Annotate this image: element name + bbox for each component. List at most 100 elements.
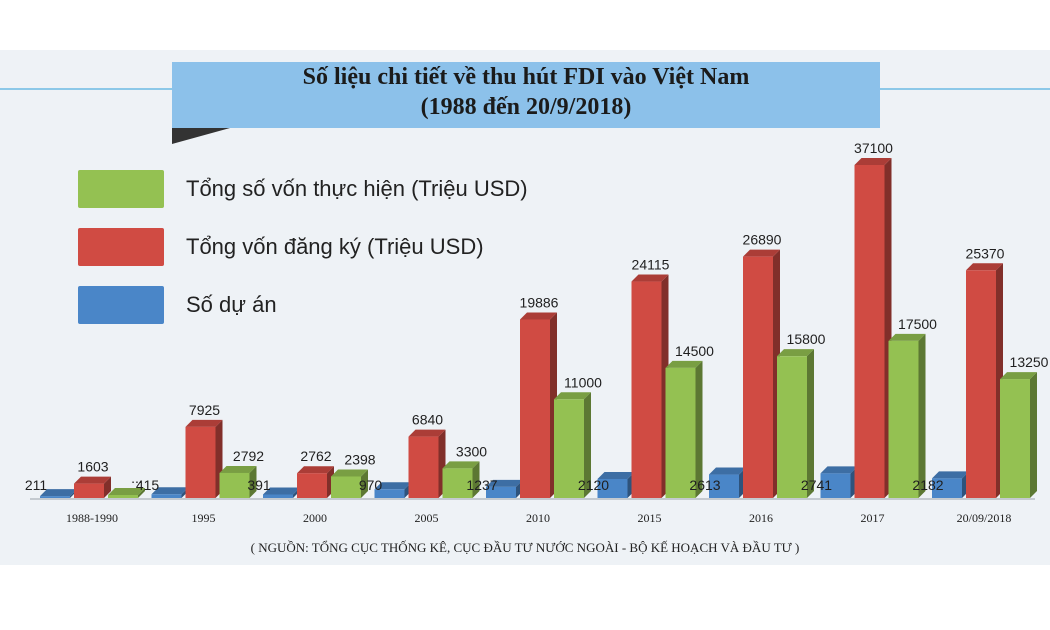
- data-label-0-5: 2120: [578, 477, 609, 493]
- chart-subtitle: (1988 đến 20/9/2018): [420, 94, 632, 120]
- bar-0-2: [263, 494, 293, 498]
- data-label-1-4: 19886: [520, 295, 559, 311]
- bar-top-0-4: [486, 479, 523, 487]
- x-tick-label-1: 1995: [192, 511, 216, 525]
- data-label-2-4: 11000: [564, 374, 602, 390]
- x-tick-label-3: 2005: [415, 511, 439, 525]
- data-label-2-5: 14500: [675, 343, 714, 359]
- bar-side-2-1: [249, 465, 257, 498]
- bar-side-2-3: [472, 461, 480, 498]
- bar-top-0-3: [374, 482, 412, 490]
- bar-top-1-3: [408, 429, 446, 437]
- bar-top-0-7: [820, 466, 858, 474]
- bar-0-8: [932, 478, 962, 498]
- bar-top-0-8: [932, 471, 969, 479]
- bar-side-2-5: [695, 360, 703, 498]
- x-tick-label-0: 1988-1990: [66, 511, 118, 525]
- x-tick-label-8: 20/09/2018: [957, 511, 1012, 525]
- bar-0-4: [486, 486, 516, 498]
- bar-0-7: [820, 473, 851, 498]
- bar-top-2-2: [331, 469, 368, 477]
- legend-swatch-implemented: [78, 170, 164, 208]
- bar-1-5: [631, 281, 662, 498]
- data-label-2-8: 13250: [1010, 354, 1049, 370]
- legend-label-registered: Tổng vốn đăng ký (Triệu USD): [186, 234, 484, 259]
- data-label-0-8: 2182: [912, 477, 943, 493]
- data-label-1-2: 2762: [300, 448, 331, 464]
- bar-1-6: [743, 256, 773, 498]
- legend-label-implemented: Tổng số vốn thực hiện (Triệu USD): [186, 176, 528, 201]
- bar-top-2-6: [777, 349, 814, 357]
- bar-top-0-5: [597, 471, 635, 479]
- x-tick-label-5: 2015: [638, 511, 662, 525]
- bar-top-1-6: [743, 249, 780, 257]
- x-tick-label-2: 2000: [303, 511, 327, 525]
- bar-top-0-0: [40, 489, 77, 497]
- data-label-0-2: 391: [247, 477, 271, 493]
- bar-2-4: [554, 399, 584, 498]
- bar-top-1-1: [185, 419, 223, 427]
- bar-top-1-4: [520, 312, 557, 320]
- bar-1-8: [966, 270, 996, 498]
- data-label-0-4: 1237: [466, 477, 497, 493]
- data-label-0-7: 2741: [801, 477, 832, 493]
- data-label-2-7: 17500: [898, 316, 937, 332]
- bar-0-0: [40, 496, 70, 498]
- bar-2-7: [888, 340, 919, 498]
- legend-swatch-projects: [78, 286, 164, 324]
- bar-top-2-5: [665, 360, 703, 368]
- bar-0-6: [709, 474, 739, 498]
- bar-2-6: [777, 356, 807, 498]
- bar-top-2-7: [888, 333, 926, 341]
- data-label-0-1: 415: [136, 477, 160, 493]
- data-label-1-7: 37100: [854, 140, 893, 156]
- data-label-2-0: ...: [131, 470, 143, 486]
- x-tick-label-4: 2010: [526, 511, 550, 525]
- legend-swatch-registered: [78, 228, 164, 266]
- bar-side-2-7: [918, 333, 926, 498]
- bar-side-2-2: [361, 469, 368, 498]
- data-label-1-1: 7925: [189, 402, 220, 418]
- bar-0-5: [597, 478, 628, 498]
- bar-1-2: [297, 473, 327, 498]
- bar-side-2-6: [807, 349, 814, 498]
- bar-side-2-0: [138, 488, 145, 498]
- bar-side-1-0: [104, 476, 111, 498]
- bar-top-2-1: [219, 465, 257, 473]
- bar-top-1-2: [297, 466, 334, 474]
- data-label-1-3: 6840: [412, 412, 443, 428]
- bar-1-1: [185, 426, 216, 498]
- title-banner-fold: [172, 128, 230, 144]
- data-label-1-5: 24115: [632, 257, 670, 273]
- bar-top-1-7: [854, 158, 892, 165]
- bar-0-1: [151, 494, 182, 498]
- bar-top-0-6: [709, 467, 746, 475]
- data-label-0-3: 970: [359, 477, 383, 493]
- data-label-2-1: 2792: [233, 448, 264, 464]
- bar-1-0: [74, 483, 104, 498]
- bar-top-2-4: [554, 392, 591, 400]
- bar-side-2-8: [1030, 372, 1037, 498]
- title-banner: Số liệu chi tiết về thu hút FDI vào Việt…: [172, 62, 880, 128]
- data-label-2-6: 15800: [787, 331, 826, 347]
- bar-top-0-1: [151, 487, 189, 495]
- bar-top-1-0: [74, 476, 111, 484]
- bar-2-3: [442, 468, 473, 498]
- bar-top-2-0: [108, 488, 145, 495]
- bar-top-0-2: [263, 487, 300, 495]
- chart-title: Số liệu chi tiết về thu hút FDI vào Việt…: [302, 64, 750, 90]
- bar-2-2: [331, 476, 361, 498]
- bar-2-1: [219, 472, 250, 498]
- data-label-1-6: 26890: [743, 232, 782, 248]
- legend-label-projects: Số dự án: [186, 292, 277, 317]
- bar-top-2-8: [1000, 372, 1037, 380]
- x-tick-label-7: 2017: [861, 511, 885, 525]
- x-tick-label-6: 2016: [749, 511, 773, 525]
- data-label-1-0: 1603: [77, 459, 108, 475]
- bar-2-5: [665, 367, 696, 498]
- data-label-2-2: 2398: [344, 451, 375, 467]
- data-label-1-8: 25370: [966, 245, 1005, 261]
- bar-top-1-8: [966, 263, 1003, 271]
- data-label-0-6: 2613: [689, 477, 720, 493]
